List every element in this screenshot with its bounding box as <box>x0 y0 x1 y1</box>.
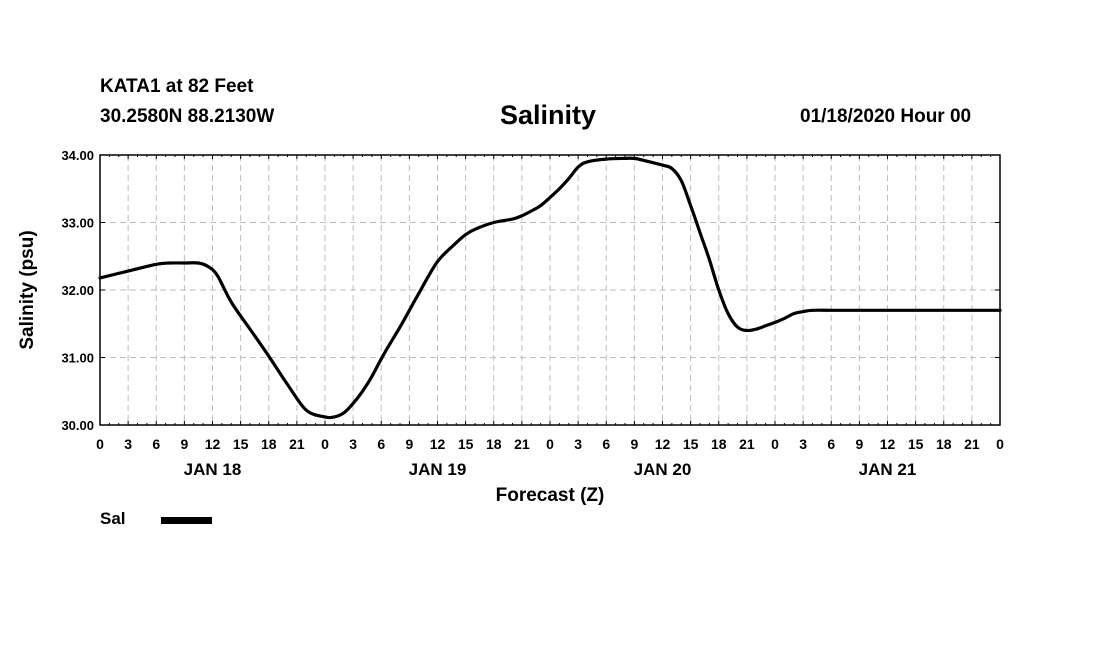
x-tick-label: 0 <box>96 436 104 452</box>
run-time: 01/18/2020 Hour 00 <box>800 106 972 127</box>
y-tick-label: 30.00 <box>61 418 94 433</box>
x-tick-label: 18 <box>261 436 277 452</box>
day-label: JAN 18 <box>184 460 242 479</box>
x-tick-label: 21 <box>964 436 980 452</box>
x-tick-label: 15 <box>233 436 249 452</box>
x-tick-label: 9 <box>180 436 188 452</box>
day-label: JAN 21 <box>859 460 917 479</box>
plot-frame <box>99 154 1001 426</box>
x-tick-label: 9 <box>630 436 638 452</box>
chart-title: Salinity <box>500 100 597 130</box>
x-tick-label: 0 <box>546 436 554 452</box>
x-tick-label: 6 <box>377 436 385 452</box>
x-tick-label: 3 <box>574 436 582 452</box>
legend-swatch <box>161 517 212 524</box>
chart-grid <box>100 155 1000 425</box>
x-tick-label: 12 <box>880 436 896 452</box>
x-tick-label: 9 <box>405 436 413 452</box>
y-axis-label: Salinity (psu) <box>17 230 38 349</box>
x-tick-label: 12 <box>655 436 671 452</box>
x-tick-label: 6 <box>827 436 835 452</box>
x-tick-label: 18 <box>711 436 727 452</box>
y-tick-label: 32.00 <box>61 283 94 298</box>
x-tick-label: 21 <box>514 436 530 452</box>
series-line-sal <box>98 156 1002 420</box>
x-tick-label: 15 <box>908 436 924 452</box>
y-tick-label: 31.00 <box>61 351 94 366</box>
x-tick-label: 0 <box>321 436 329 452</box>
x-tick-label: 0 <box>996 436 1004 452</box>
x-tick-label: 18 <box>936 436 952 452</box>
x-tick-label: 9 <box>855 436 863 452</box>
day-labels: JAN 18 JAN 19 JAN 20 JAN 21 <box>184 460 917 479</box>
legend-label: Sal <box>100 509 126 528</box>
x-tick-label: 12 <box>205 436 221 452</box>
x-tick-label: 3 <box>799 436 807 452</box>
x-tick-label: 18 <box>486 436 502 452</box>
x-tick-label: 3 <box>349 436 357 452</box>
x-tick-label: 21 <box>289 436 305 452</box>
station-coordinates: 30.2580N 88.2130W <box>100 106 275 127</box>
y-tick-label: 34.00 <box>61 148 94 163</box>
x-tick-label: 21 <box>739 436 755 452</box>
y-tick-label: 33.00 <box>61 216 94 231</box>
day-label: JAN 20 <box>634 460 692 479</box>
station-name: KATA1 at 82 Feet <box>100 76 254 97</box>
series-layer <box>98 156 1002 420</box>
x-tick-label: 3 <box>124 436 132 452</box>
y-tick-labels: 30.00 31.00 32.00 33.00 34.00 <box>61 148 94 433</box>
x-tick-label: 6 <box>152 436 160 452</box>
x-tick-label: 0 <box>771 436 779 452</box>
x-tick-label: 6 <box>602 436 610 452</box>
x-tick-label: 15 <box>458 436 474 452</box>
x-axis-label: Forecast (Z) <box>496 485 605 506</box>
x-tick-label: 12 <box>430 436 446 452</box>
x-tick-label: 15 <box>683 436 699 452</box>
x-tick-labels: 0 3 6 9 12 15 18 21 0 3 6 9 12 15 18 21 0 3 6 9 12 15 18 21 0 3 6 9… <box>96 436 1004 452</box>
day-label: JAN 19 <box>409 460 467 479</box>
